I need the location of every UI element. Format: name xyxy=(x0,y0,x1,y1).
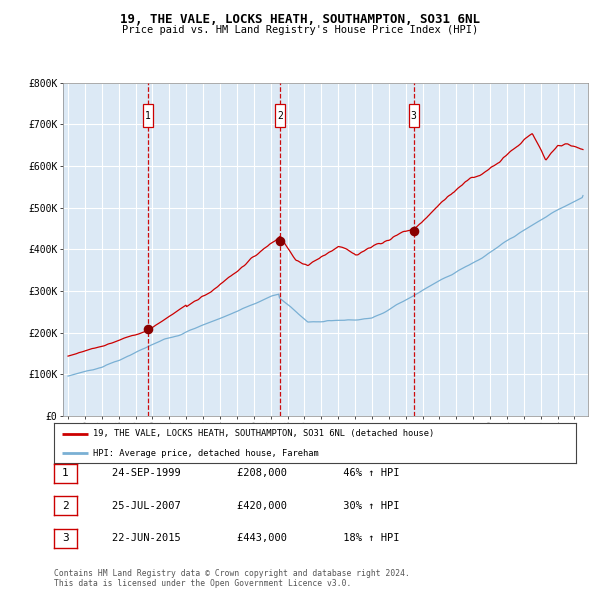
Text: Price paid vs. HM Land Registry's House Price Index (HPI): Price paid vs. HM Land Registry's House … xyxy=(122,25,478,35)
Point xyxy=(143,324,153,334)
Text: 2: 2 xyxy=(277,111,283,121)
Text: Contains HM Land Registry data © Crown copyright and database right 2024.
This d: Contains HM Land Registry data © Crown c… xyxy=(54,569,410,588)
Text: HPI: Average price, detached house, Fareham: HPI: Average price, detached house, Fare… xyxy=(93,448,319,458)
Text: 1: 1 xyxy=(145,111,151,121)
FancyBboxPatch shape xyxy=(143,104,153,127)
Text: 19, THE VALE, LOCKS HEATH, SOUTHAMPTON, SO31 6NL (detached house): 19, THE VALE, LOCKS HEATH, SOUTHAMPTON, … xyxy=(93,430,434,438)
Text: 24-SEP-1999         £208,000         46% ↑ HPI: 24-SEP-1999 £208,000 46% ↑ HPI xyxy=(87,468,400,478)
FancyBboxPatch shape xyxy=(275,104,285,127)
Point xyxy=(275,236,285,245)
Text: 3: 3 xyxy=(62,533,69,543)
Text: 19, THE VALE, LOCKS HEATH, SOUTHAMPTON, SO31 6NL: 19, THE VALE, LOCKS HEATH, SOUTHAMPTON, … xyxy=(120,13,480,26)
Text: 22-JUN-2015         £443,000         18% ↑ HPI: 22-JUN-2015 £443,000 18% ↑ HPI xyxy=(87,533,400,543)
FancyBboxPatch shape xyxy=(409,104,419,127)
Text: 25-JUL-2007         £420,000         30% ↑ HPI: 25-JUL-2007 £420,000 30% ↑ HPI xyxy=(87,501,400,510)
Text: 3: 3 xyxy=(410,111,416,121)
Point xyxy=(409,227,418,236)
Text: 2: 2 xyxy=(62,501,69,510)
Text: 1: 1 xyxy=(62,468,69,478)
